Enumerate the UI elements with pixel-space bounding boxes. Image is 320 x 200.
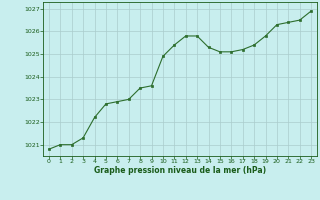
X-axis label: Graphe pression niveau de la mer (hPa): Graphe pression niveau de la mer (hPa): [94, 166, 266, 175]
